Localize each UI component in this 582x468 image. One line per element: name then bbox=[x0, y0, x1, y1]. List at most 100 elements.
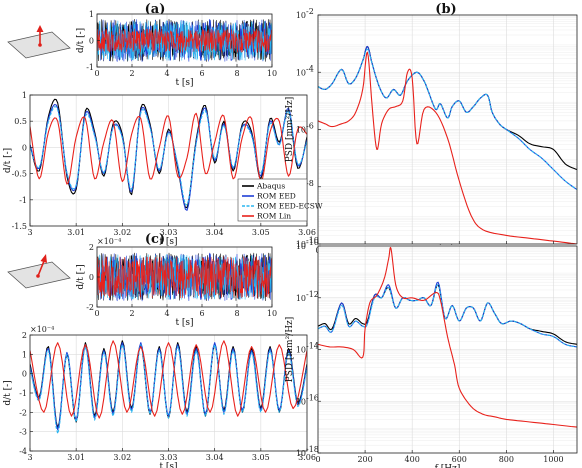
d-y-tick-exponent: -12 bbox=[306, 290, 319, 299]
c-bottom-series-group bbox=[30, 340, 307, 435]
a-bottom-x-tick-label: 3 bbox=[27, 228, 32, 237]
a-bottom-y-tick-label: -1.5 bbox=[12, 222, 27, 231]
panel-label-b: (b) bbox=[435, 2, 456, 17]
c-bottom-x-tick-label: 3.02 bbox=[113, 453, 131, 462]
d-y-axis-label: PSD [mm²/Hz] bbox=[285, 317, 295, 383]
d-y-tick-exponent: -14 bbox=[306, 342, 319, 351]
b-series-rom-eed-ecsw bbox=[318, 48, 577, 191]
legend-label-0: Abaqus bbox=[256, 182, 285, 191]
c-top-y-tick-label: -2 bbox=[86, 303, 94, 312]
d-y-tick-exponent: -18 bbox=[306, 445, 319, 454]
d-series-rom-lin bbox=[318, 246, 577, 428]
d-y-tick-label: 10 bbox=[296, 294, 306, 303]
a-bottom-x-tick-label: 3.01 bbox=[67, 228, 85, 237]
c-bottom-y-tick-label: -3 bbox=[19, 428, 27, 437]
c-top-y-tick-label: 0 bbox=[89, 273, 94, 282]
c-top-x-tick-label: 0 bbox=[94, 309, 99, 318]
c-bottom-series-rom-eed-ecsw bbox=[30, 344, 307, 435]
a-bottom-x-tick-label: 3.04 bbox=[206, 228, 224, 237]
c-bottom-x-tick-label: 3.03 bbox=[160, 453, 178, 462]
c-top-x-tick-label: 8 bbox=[234, 309, 239, 318]
c-bottom-y-tick-label: -1 bbox=[19, 389, 27, 398]
a-top-series-group bbox=[97, 19, 272, 62]
d-series-group bbox=[318, 246, 577, 428]
panel-label-c: (c) bbox=[145, 232, 165, 247]
b-y-tick-label: 10 bbox=[296, 11, 306, 20]
a-bottom-series-rom-eed-ecsw bbox=[30, 106, 307, 206]
chart-c-bottom: 3 3.01 3.02 3.03 3.04 3.05 3.06 -4 -3 -2 -1 0 1 2×10⁻… bbox=[3, 325, 316, 468]
c-bottom-y-tick-label: 1 bbox=[22, 350, 27, 359]
a-bottom-y-tick-label: 0.5 bbox=[14, 117, 27, 126]
b-y-tick-label: 10 bbox=[296, 240, 306, 249]
d-x-tick-label: 200 bbox=[357, 455, 372, 464]
b-series-group bbox=[318, 45, 577, 244]
a-top-y-axis-label: d/t [-] bbox=[76, 28, 86, 53]
b-y-tick-exponent: -10 bbox=[306, 236, 319, 245]
a-bottom-y-tick-label: -1 bbox=[19, 196, 27, 205]
a-top-x-tick-label: 4 bbox=[164, 69, 169, 78]
a-top-x-tick-label: 2 bbox=[129, 69, 134, 78]
legend-label-2: ROM EED-ECSW bbox=[257, 202, 323, 211]
d-y-tick-label: 10 bbox=[296, 242, 306, 251]
a-bottom-series-rom-eed bbox=[30, 103, 307, 211]
panel-label-a: (a) bbox=[145, 2, 166, 17]
c-bottom-y-tick-label: -4 bbox=[19, 447, 27, 456]
d-x-tick-label: 0 bbox=[315, 455, 320, 464]
a-top-x-tick-label: 10 bbox=[267, 69, 277, 78]
b-y-tick-label: 10 bbox=[296, 68, 306, 77]
b-series-rom-lin bbox=[318, 51, 577, 244]
d-x-axis-label: f [Hz] bbox=[435, 464, 461, 468]
legend: Abaqus ROM EED ROM EED-ECSW ROM Lin bbox=[237, 178, 323, 222]
a-top-y-tick-label: 0 bbox=[89, 37, 94, 46]
b-y-tick-exponent: -4 bbox=[306, 64, 314, 73]
chart-b: 0200400600800100010-1010-810-610-410-2f … bbox=[285, 7, 578, 265]
b-y-tick-exponent: -6 bbox=[306, 122, 314, 131]
c-top-x-tick-label: 4 bbox=[164, 309, 169, 318]
a-top-x-tick-label: 8 bbox=[234, 69, 239, 78]
c-top-x-tick-label: 2 bbox=[129, 309, 134, 318]
d-y-tick-label: 10 bbox=[296, 397, 306, 406]
a-bottom-y-tick-label: -0.5 bbox=[12, 170, 27, 179]
d-y-tick-exponent: -16 bbox=[306, 393, 319, 402]
d-x-tick-label: 600 bbox=[452, 455, 467, 464]
a-bottom-y-tick-label: 0 bbox=[22, 143, 27, 152]
b-y-tick-label: 10 bbox=[296, 126, 306, 135]
plate-illustration-a bbox=[7, 25, 71, 59]
d-y-tick-label: 10 bbox=[296, 346, 306, 355]
legend-label-3: ROM Lin bbox=[257, 212, 291, 221]
d-y-tick-label: 10 bbox=[296, 449, 306, 458]
c-bottom-x-tick-label: 3.06 bbox=[298, 453, 316, 462]
d-y-tick-exponent: -10 bbox=[306, 238, 319, 247]
c-bottom-y-tick-label: 0 bbox=[22, 370, 27, 379]
a-top-x-axis-label: t [s] bbox=[175, 78, 193, 88]
c-top-x-tick-label: 10 bbox=[267, 309, 277, 318]
c-bottom-x-tick-label: 3.04 bbox=[206, 453, 224, 462]
plate-illustration-c bbox=[7, 254, 71, 289]
d-x-tick-label: 400 bbox=[405, 455, 420, 464]
c-top-y-multiplier: ×10⁻⁴ bbox=[97, 237, 121, 246]
a-top-x-tick-label: 0 bbox=[94, 69, 99, 78]
b-y-tick-exponent: -8 bbox=[306, 179, 314, 188]
c-bottom-y-axis-label: d/t [-] bbox=[3, 380, 13, 405]
c-bottom-series-rom-lin bbox=[30, 340, 307, 419]
c-top-x-tick-label: 6 bbox=[199, 309, 204, 318]
a-bottom-x-tick-label: 3.06 bbox=[298, 228, 316, 237]
chart-c-top: 0 2 4 6 8 10-202×10⁻⁴t [s]d/t [-] bbox=[76, 237, 277, 328]
a-bottom-y-axis-label: d/t [-] bbox=[3, 148, 13, 173]
b-y-tick-exponent: -2 bbox=[306, 7, 314, 16]
c-top-y-axis-label: d/t [-] bbox=[76, 264, 86, 289]
c-bottom-y-multiplier: ×10⁻⁴ bbox=[30, 325, 54, 334]
a-top-y-tick-label: 1 bbox=[89, 10, 94, 19]
a-bottom-y-tick-label: 1 bbox=[22, 91, 27, 100]
a-top-series-rom-lin bbox=[97, 28, 272, 53]
a-top-x-tick-label: 6 bbox=[199, 69, 204, 78]
a-bottom-x-tick-label: 3.05 bbox=[252, 228, 270, 237]
d-x-tick-label: 1000 bbox=[543, 455, 563, 464]
d-x-tick-label: 800 bbox=[499, 455, 514, 464]
legend-label-1: ROM EED bbox=[257, 192, 296, 201]
a-bottom-x-axis-label: t [s] bbox=[159, 237, 177, 247]
c-bottom-x-axis-label: t [s] bbox=[159, 462, 177, 468]
b-y-axis-label: PSD [mm²/Hz] bbox=[285, 97, 295, 163]
